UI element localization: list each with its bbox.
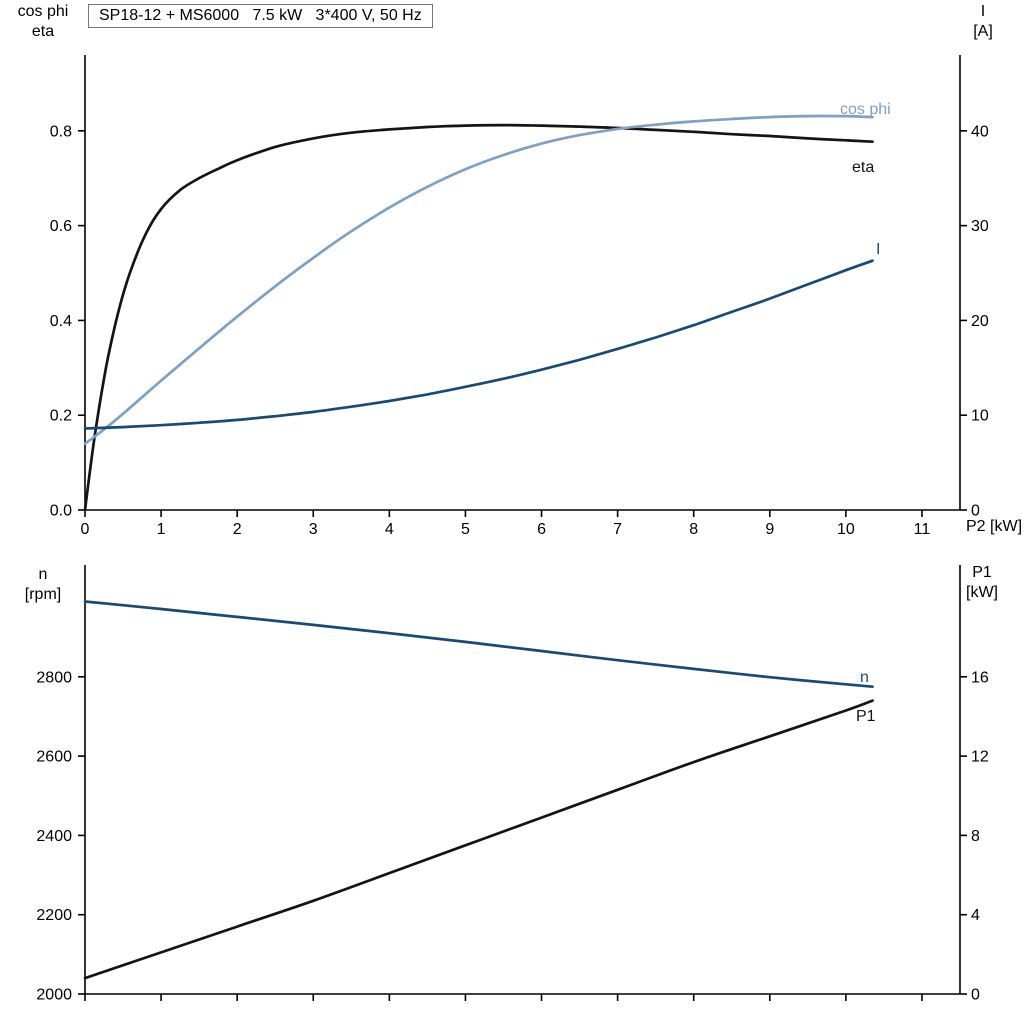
- top-chart: 0.0 0.2 0.4 0.6 0.8 0 10 20 30 40 0 1 2 3 4 5 6 7 8 9 10 11 et…: [50, 55, 989, 538]
- right-axis-tick-label: 10: [971, 408, 989, 425]
- x-axis-tick-label: 4: [385, 521, 394, 538]
- speed-axis-title-line1: n: [38, 566, 48, 583]
- series-n-curve: [83, 600, 874, 689]
- left-axis-tick-label: 0.4: [50, 313, 72, 330]
- left-axis-tick-label: 0.8: [50, 123, 72, 140]
- left-axis-tick-label: 0.6: [50, 218, 72, 235]
- series-p1-curve: [83, 699, 874, 980]
- series-i-curve: [83, 259, 874, 430]
- x-axis-tick-label: 0: [81, 521, 90, 538]
- x-axis-tick-label: 3: [309, 521, 318, 538]
- x-axis-tick-label: 7: [613, 521, 622, 538]
- left-axis-tick-label: 0.2: [50, 408, 72, 425]
- bottom-right-axis-title: P1 [kW]: [946, 563, 1018, 603]
- series-n-label: n: [860, 669, 869, 686]
- bottom-left-axis-title: n [rpm]: [4, 565, 82, 605]
- left-axis-tick-label: 2400: [36, 828, 72, 845]
- right-axis-title-line1: I: [980, 3, 986, 20]
- left-axis-tick-label: 2000: [36, 987, 72, 1004]
- x-axis-tick-label: 10: [837, 521, 855, 538]
- right-axis-title-line2: [A]: [973, 23, 993, 40]
- series-cos-phi-curve: [83, 114, 874, 445]
- right-axis-tick-label: 8: [971, 828, 980, 845]
- chart-title: SP18-12 + MS6000 7.5 kW 3*400 V, 50 Hz: [88, 4, 433, 28]
- right-axis-tick-label: 30: [971, 218, 989, 235]
- x-axis-tick-label: 1: [157, 521, 166, 538]
- series-eta-curve: [83, 123, 874, 512]
- right-axis-tick-label: 4: [971, 907, 980, 924]
- left-axis-tick-label: 2600: [36, 749, 72, 766]
- left-axis-tick-label: 2200: [36, 907, 72, 924]
- series-cos-phi-label: cos phi: [840, 101, 891, 118]
- x-axis-tick-label: 9: [765, 521, 774, 538]
- speed-axis-title-line2: [rpm]: [24, 586, 62, 603]
- right-axis-tick-label: 16: [971, 669, 989, 686]
- left-axis-title-line1: cos phi: [17, 3, 69, 20]
- series-eta-label: eta: [852, 159, 874, 176]
- top-left-axis-title: cos phi eta: [4, 2, 82, 42]
- top-right-axis-title: I [A]: [948, 2, 1018, 42]
- x-axis-tick-label: 11: [914, 521, 931, 538]
- p1-axis-title-line2: [kW]: [966, 584, 998, 601]
- x-axis-tick-label: 5: [461, 521, 470, 538]
- series-p1-label: P1: [856, 708, 876, 725]
- left-axis-tick-label: 0.0: [50, 503, 72, 520]
- x-axis-tick-label: 2: [233, 521, 242, 538]
- right-axis-tick-label: 40: [971, 123, 989, 140]
- left-axis-tick-label: 2800: [36, 669, 72, 686]
- x-axis-title: P2 [kW]: [966, 518, 1023, 535]
- right-axis-tick-label: 0: [971, 503, 980, 520]
- left-axis-title-line2: eta: [31, 23, 55, 40]
- p1-axis-title-line1: P1: [972, 564, 992, 581]
- right-axis-tick-label: 12: [971, 749, 989, 766]
- right-axis-tick-label: 0: [971, 987, 980, 1004]
- bottom-chart: 2000 2200 2400 2600 2800 0 4 8 12 16 n P1: [36, 565, 989, 1004]
- right-axis-tick-label: 20: [971, 313, 989, 330]
- series-i-label: I: [876, 241, 880, 258]
- x-axis-tick-label: 8: [689, 521, 698, 538]
- x-axis-tick-label: 6: [537, 521, 546, 538]
